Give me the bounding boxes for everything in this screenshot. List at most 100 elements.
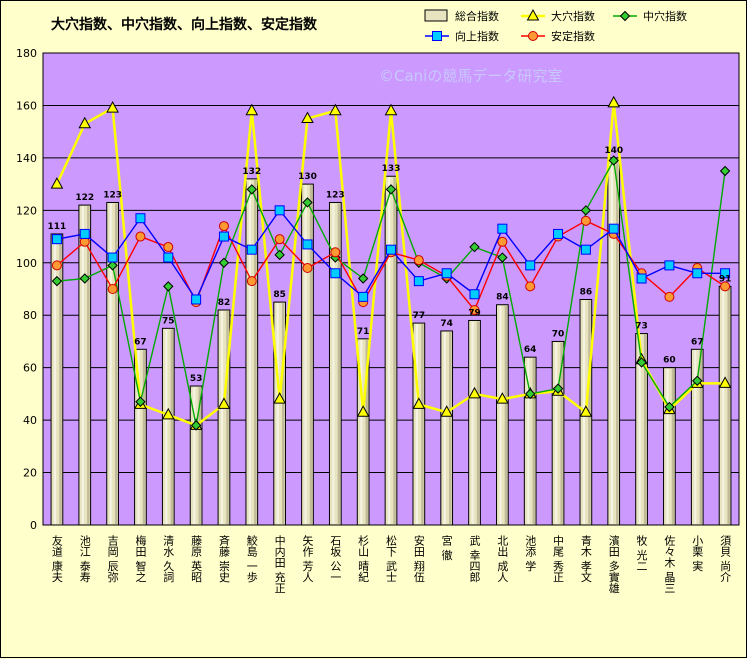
series-marker [386, 244, 396, 255]
series-marker [469, 304, 480, 315]
data-label: 140 [604, 146, 623, 156]
data-label: 74 [440, 319, 453, 329]
bar-highlight [193, 387, 196, 524]
series-marker [274, 234, 285, 245]
data-label: 123 [103, 190, 122, 200]
x-tick-label: 牧 光二 [635, 534, 648, 572]
series-marker [302, 239, 313, 250]
bar-highlight [109, 203, 112, 524]
bar-highlight [360, 339, 363, 524]
lines-layer [50, 95, 732, 431]
bar [301, 183, 314, 526]
series-marker [580, 205, 592, 216]
data-label: 123 [326, 190, 345, 200]
bar [245, 178, 259, 526]
series-marker [664, 260, 675, 271]
data-label: 133 [382, 164, 401, 174]
series-marker [190, 420, 202, 431]
bar [328, 201, 342, 526]
bar-shade [254, 179, 257, 524]
bar-shade [393, 177, 396, 524]
bar [50, 233, 64, 526]
bar-highlight [499, 305, 502, 524]
data-label: 122 [75, 193, 94, 203]
series-marker [163, 281, 174, 292]
series-marker [636, 273, 647, 284]
data-label: 85 [273, 290, 286, 300]
data-label: 132 [242, 167, 261, 177]
data-label: 77 [413, 311, 426, 321]
bar-shade [560, 342, 563, 524]
bar-highlight [638, 334, 641, 524]
series-marker [412, 397, 426, 409]
bar-highlight [165, 329, 168, 524]
series-marker [51, 260, 62, 271]
bar-shade [170, 329, 174, 524]
y-axis: 0 20 40 60 80 100 120 140 160 180 [16, 47, 37, 532]
series-marker [135, 231, 146, 242]
x-tick-label: 青木 孝文 [579, 535, 592, 583]
series-marker [163, 242, 174, 253]
bar [663, 367, 676, 526]
bar-shade [532, 358, 536, 524]
legend-swatch [424, 9, 448, 22]
data-label: 86 [580, 287, 593, 297]
series-marker [720, 281, 731, 292]
legend-label: 大穴指数 [551, 9, 595, 23]
bar-shade [616, 158, 619, 524]
series-marker [358, 291, 369, 302]
bar-shade [699, 350, 703, 524]
series-marker [385, 184, 397, 195]
x-tick-label: 小栗 実 [691, 535, 704, 572]
bar-highlight [610, 158, 613, 524]
series-marker [245, 103, 259, 116]
series-marker [106, 101, 119, 113]
series-marker [107, 284, 118, 294]
series-marker [302, 197, 313, 208]
x-tick-label: 宮 徹 [440, 534, 453, 561]
series-marker [718, 376, 732, 388]
series-marker [608, 223, 619, 234]
data-label: 73 [635, 322, 648, 332]
series-marker [719, 165, 731, 177]
data-label: 64 [524, 345, 537, 355]
data-label: 82 [218, 298, 231, 308]
watermark: ©Caniの競馬データ研究室 [379, 67, 562, 85]
series-marker [161, 407, 175, 420]
bar [412, 322, 426, 526]
data-labels-layer: 111 122 123 67 75 53 82 132 85 130 123 71 133 77 74 79 8… [48, 146, 732, 384]
series-marker [163, 252, 174, 263]
series-marker [664, 291, 675, 302]
series-marker [525, 260, 536, 271]
legend-label: 向上指数 [455, 29, 499, 43]
bar [78, 204, 92, 526]
series-marker [469, 241, 480, 253]
y-tick-label: 160 [16, 99, 37, 112]
legend-swatch-marker [526, 8, 540, 21]
bar-shade [114, 203, 118, 524]
bar [217, 309, 231, 526]
series-marker [78, 116, 92, 129]
x-tick-label: 濱田 多實雄 [607, 534, 620, 594]
series-marker [580, 215, 591, 226]
bar-shade [198, 387, 201, 524]
data-label: 84 [496, 293, 509, 303]
series-marker [51, 234, 62, 245]
x-tick-label: 武 幸四郎 [468, 535, 481, 583]
bar [551, 340, 565, 526]
bar-highlight [137, 350, 140, 524]
x-tick-label: 松下 武士 [385, 534, 398, 583]
y-tick-label: 140 [16, 152, 37, 165]
series-marker [246, 276, 257, 287]
bars-layer [50, 157, 732, 526]
series-marker [384, 103, 398, 116]
series-marker [497, 223, 508, 234]
series-marker [608, 155, 619, 166]
bar-highlight [415, 324, 419, 524]
series-marker [274, 205, 285, 216]
bar-highlight [221, 310, 224, 524]
bar [468, 319, 481, 526]
series-marker [469, 289, 480, 300]
data-label: 71 [357, 327, 370, 337]
series-marker [497, 252, 508, 263]
